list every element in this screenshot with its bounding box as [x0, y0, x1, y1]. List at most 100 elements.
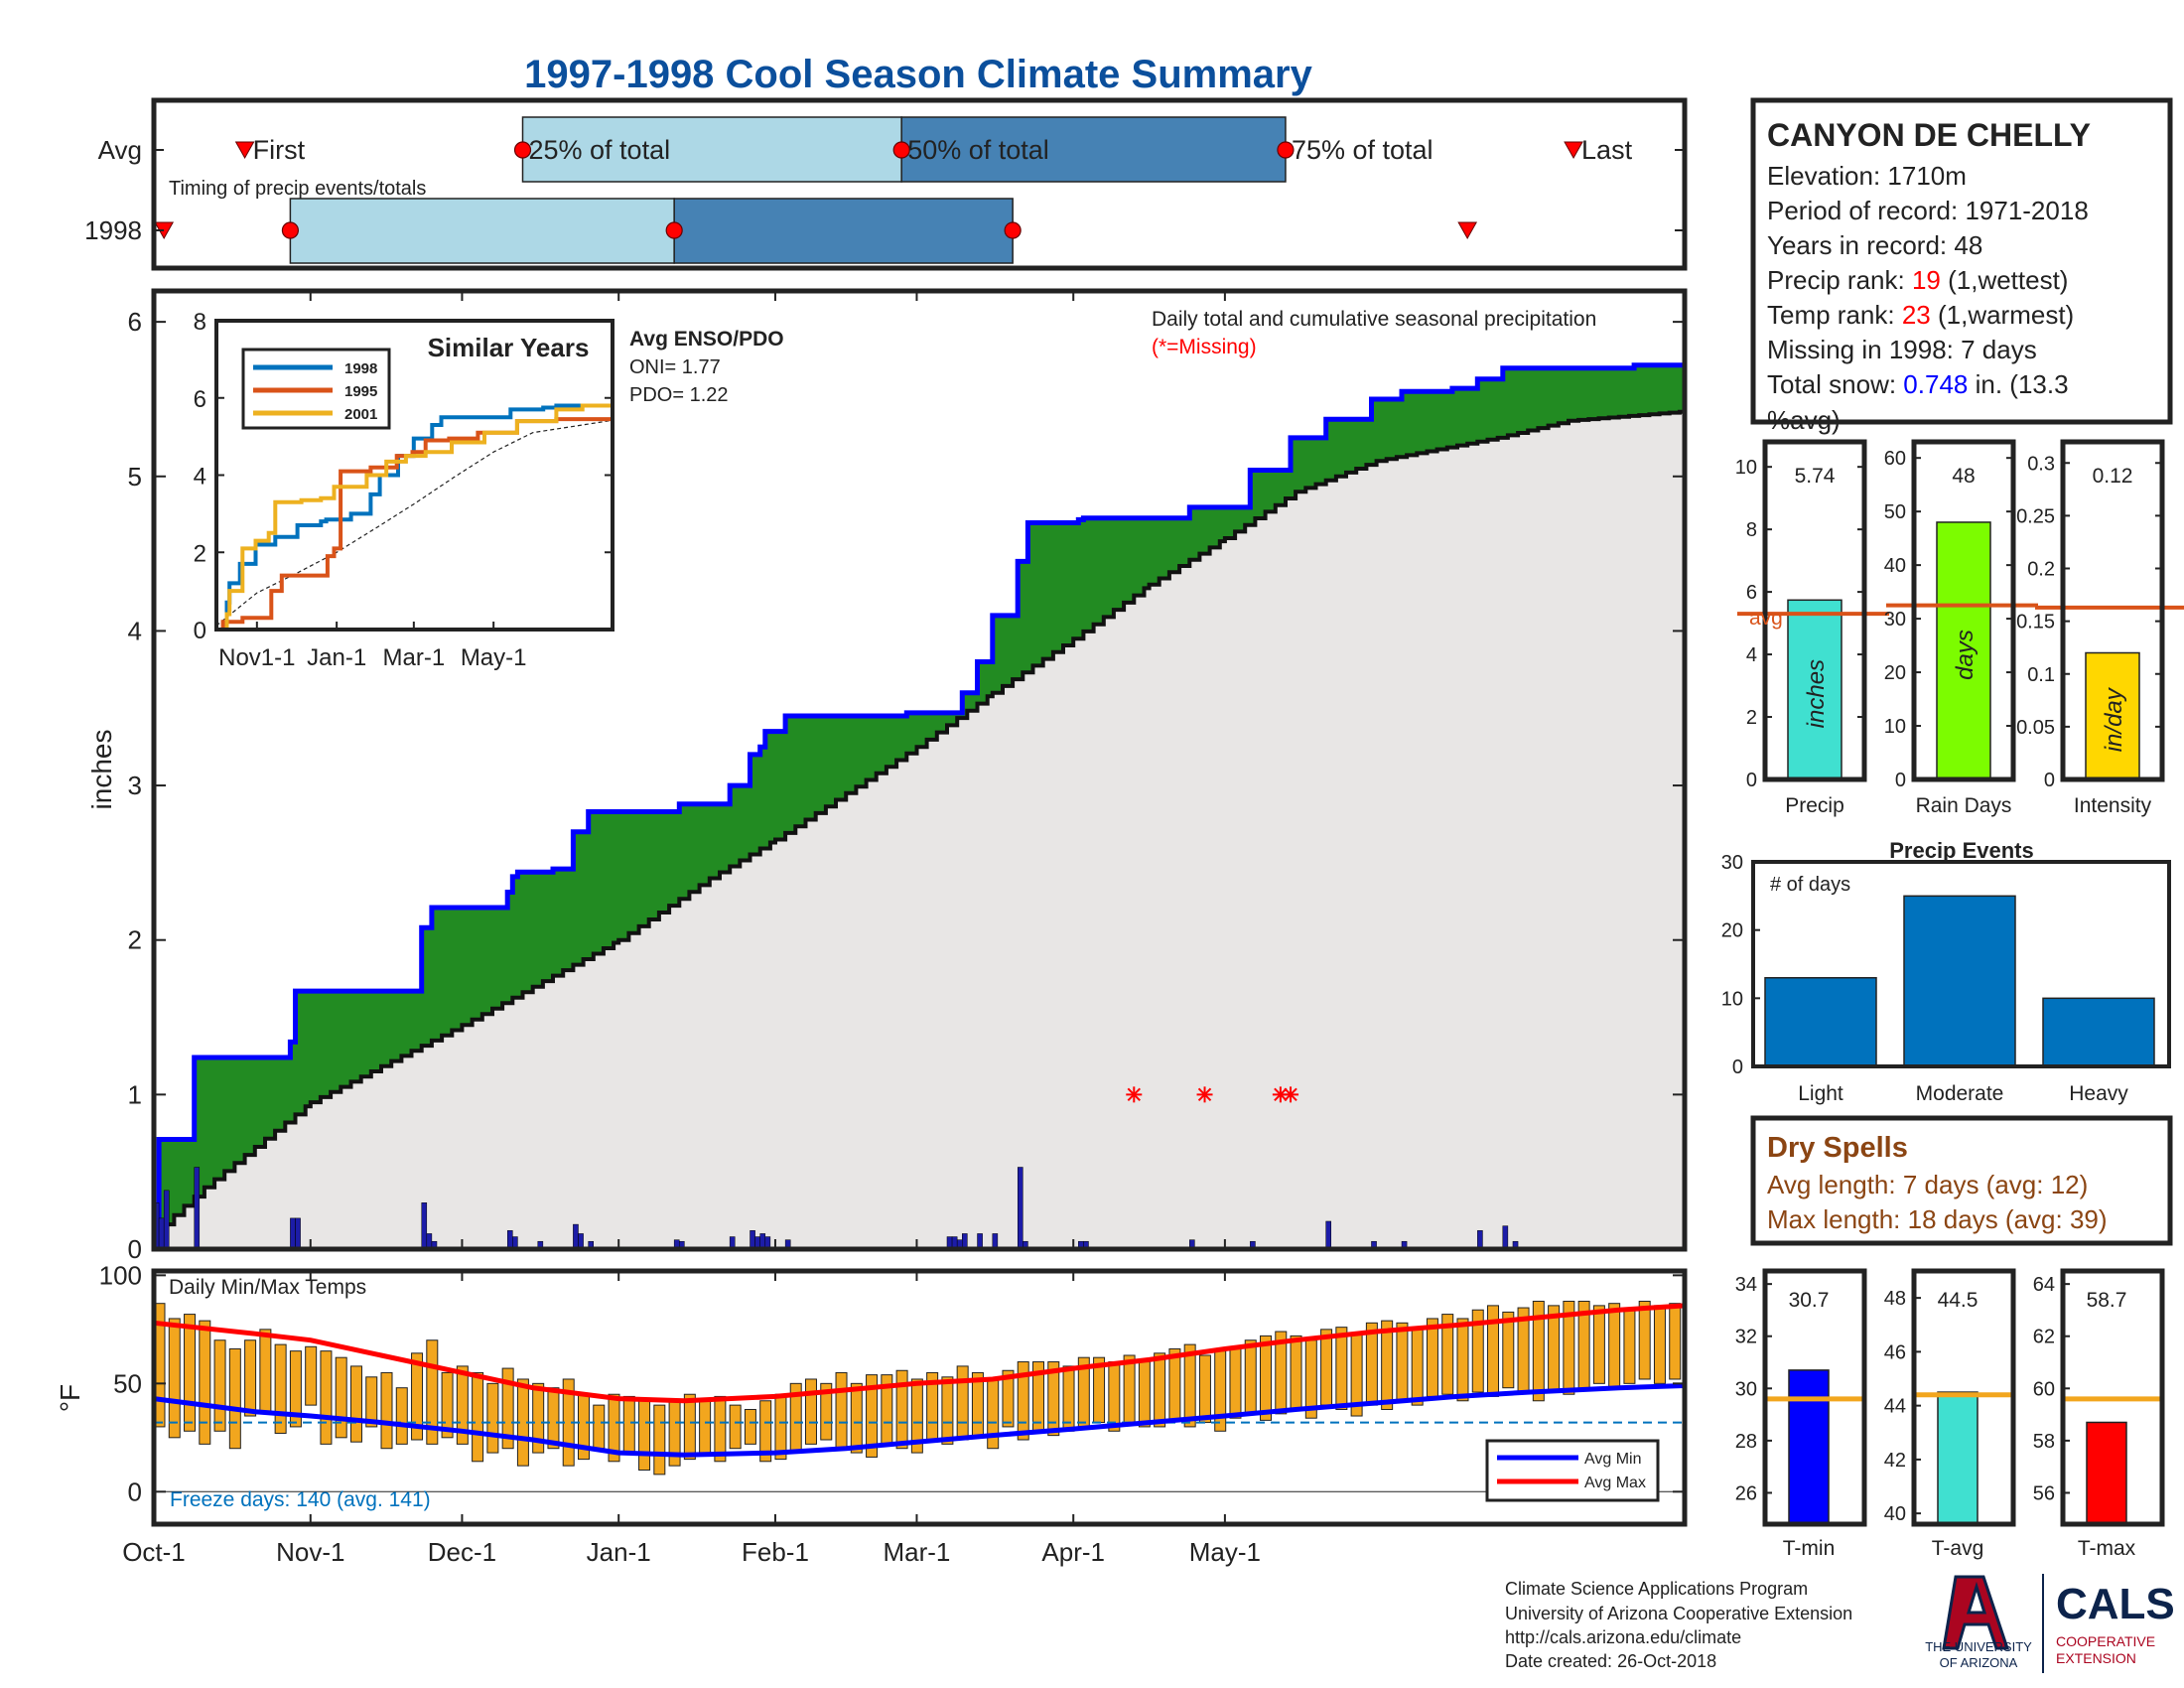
- main-chart-frame: [151, 288, 1688, 1252]
- main-annotation: Daily total and cumulative seasonal prec…: [1152, 308, 1596, 331]
- inset-ytick-label: 0: [194, 618, 206, 644]
- station-elevation: Elevation: 1710m: [1767, 161, 1967, 191]
- temp-rank-value: 23: [1902, 300, 1931, 330]
- daily-precip-bar: [158, 1217, 165, 1250]
- ua-logo-text-2: OF ARIZONA: [1940, 1655, 2018, 1670]
- daily-precip-bar: [573, 1223, 579, 1250]
- precip-event-bar-Light: [1764, 976, 1877, 1067]
- daily-temp-bar: [593, 1404, 606, 1450]
- temp-ytick-label: 0: [128, 1477, 142, 1506]
- events-ytick-label: 20: [1721, 920, 1743, 942]
- summary-bar-Precip: [1787, 599, 1843, 780]
- daily-temp-bar: [199, 1320, 211, 1445]
- summary-category-label: Precip: [1785, 794, 1844, 817]
- daily-precip-bar: [421, 1202, 428, 1250]
- daily-temp-bar: [1502, 1311, 1515, 1389]
- summary-ytick-label: 50: [1884, 501, 1906, 523]
- daily-temp-bar: [184, 1314, 197, 1432]
- inset-ytick-label: 2: [194, 540, 206, 567]
- inset-ytick-label: 6: [194, 386, 206, 413]
- station-precip-rank: Precip rank: 19 (1,wettest): [1767, 265, 2068, 295]
- summary-ytick-label: 10: [1884, 716, 1906, 738]
- summary-ytick-label: 60: [1884, 448, 1906, 470]
- summary-value-label: 5.74: [1795, 465, 1836, 488]
- legend-label-1995: 1995: [344, 383, 377, 400]
- daily-temp-bar: [1183, 1343, 1196, 1428]
- daily-temp-bar: [1396, 1322, 1409, 1402]
- temp-summary-ytick-label: 58: [2033, 1431, 2055, 1453]
- daily-temp-bar: [335, 1356, 347, 1439]
- temps-legend: [1485, 1439, 1660, 1502]
- similar-year-series-2001: [216, 397, 614, 632]
- timing-panel-frame: [151, 97, 1688, 271]
- period-label: Period of record:: [1767, 196, 1965, 225]
- daily-temp-bar: [1290, 1335, 1302, 1410]
- enso-oni: ONI= 1.77: [629, 356, 721, 378]
- daily-temp-bar: [1623, 1307, 1636, 1384]
- daily-temp-bar: [1426, 1318, 1438, 1397]
- daily-temp-bar: [638, 1400, 651, 1472]
- temp-summary-ytick-label: 44: [1884, 1396, 1906, 1418]
- summary-ytick-label: 0: [1895, 770, 1906, 791]
- main-ytick-label: 3: [128, 771, 142, 800]
- arizona-a-icon: [1942, 1575, 2010, 1650]
- daily-temp-bar: [1411, 1329, 1424, 1406]
- temps-title: Daily Min/Max Temps: [169, 1276, 366, 1299]
- daily-temp-bar: [1563, 1301, 1575, 1395]
- main-ytick-label: 6: [128, 307, 142, 337]
- university-of-arizona-logo: [1942, 1575, 2010, 1650]
- precip-event-bar-Moderate: [1903, 895, 2016, 1067]
- daily-temp-bar: [683, 1393, 696, 1461]
- temp-rank-note: (1,warmest): [1931, 300, 2074, 330]
- summary-panel-Intensity: [2060, 439, 2165, 782]
- avg-p50-label: 50% of total: [907, 135, 1049, 165]
- precip-avg-label: avg: [1749, 607, 1783, 630]
- chart-title: 1997-1998 Cool Season Climate Summary: [524, 53, 1312, 96]
- missing-day-marker: [1126, 1086, 1143, 1103]
- dry-spells-title: Dry Spells: [1767, 1132, 1908, 1164]
- precip-rank-note: (1,wettest): [1941, 265, 2069, 295]
- daily-temp-bar: [426, 1339, 439, 1445]
- missing-stroke: [1274, 1087, 1288, 1102]
- precip-event-label: Light: [1798, 1082, 1843, 1105]
- temp-summary-value: 58.7: [2087, 1289, 2127, 1312]
- main-ylabel: inches: [86, 730, 117, 810]
- temp-summary-ytick-label: 26: [1735, 1482, 1757, 1504]
- cals-logo-text-3: EXTENSION: [2056, 1650, 2136, 1666]
- daily-precip-bar: [1502, 1225, 1509, 1250]
- precip-event-bar-Heavy: [2042, 997, 2155, 1067]
- daily-temp-bar: [547, 1387, 560, 1450]
- station-temp-rank: Temp rank: 23 (1,warmest): [1767, 300, 2074, 330]
- average-cumulative-line: [154, 409, 1687, 1236]
- footer-line-1: Climate Science Applications Program: [1505, 1579, 1808, 1599]
- missing-label: Missing in 1998:: [1767, 335, 1961, 364]
- summary-ytick-label: 0.15: [2016, 612, 2055, 633]
- temp-summary-category: T-max: [2078, 1537, 2136, 1560]
- summary-ytick-label: 0.25: [2016, 505, 2055, 527]
- summary-unit-label: days: [1952, 630, 1979, 680]
- legend-label-avg-max: Avg Max: [1584, 1475, 1646, 1491]
- events-ytick-label: 10: [1721, 988, 1743, 1010]
- date-axis-label: Mar-1: [884, 1537, 951, 1567]
- daily-temp-bar: [1638, 1301, 1651, 1380]
- daily-temp-bar: [910, 1378, 923, 1454]
- enso-title: Avg ENSO/PDO: [629, 328, 784, 351]
- missing-value: 7 days: [1961, 335, 2037, 364]
- cumulative-1998-line: [154, 362, 1685, 1252]
- daily-temp-bar: [1275, 1331, 1288, 1415]
- daily-precip-bar: [290, 1217, 296, 1250]
- temp-summary-value: 30.7: [1789, 1289, 1830, 1312]
- summary-ytick-label: 2: [1746, 707, 1757, 729]
- daily-temp-bar: [1471, 1309, 1484, 1393]
- snow-pct-avg: %avg): [1767, 405, 1841, 435]
- events-ytick-label: 30: [1721, 852, 1743, 874]
- date-axis-label: Apr-1: [1041, 1537, 1105, 1567]
- daily-precip-bar: [194, 1167, 201, 1250]
- precip-event-label: Heavy: [2069, 1082, 2128, 1105]
- y1998-q1-box: [289, 198, 675, 264]
- temps-ylabel: °F: [55, 1384, 85, 1412]
- daily-temp-bar: [1532, 1301, 1545, 1402]
- daily-temp-bar: [1017, 1361, 1029, 1441]
- daily-temp-bar: [820, 1382, 833, 1441]
- footer-line-3: http://cals.arizona.edu/climate: [1505, 1627, 1741, 1647]
